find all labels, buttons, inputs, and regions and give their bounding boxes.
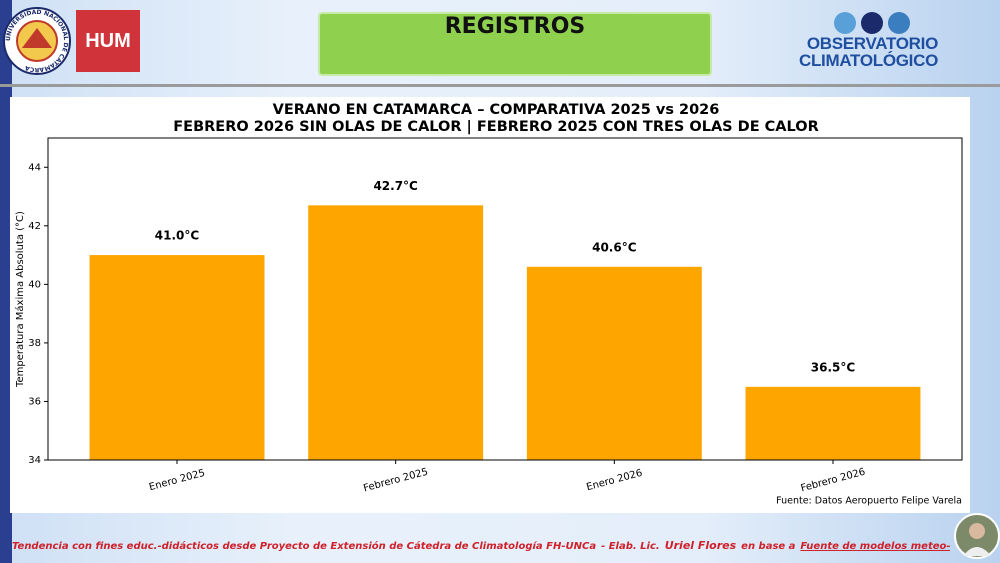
footer-text: en base a: [741, 541, 796, 552]
divider: [0, 84, 1000, 87]
bar: [89, 255, 265, 460]
y-tick-label: 36: [28, 396, 41, 407]
y-tick-label: 38: [28, 338, 41, 349]
bar: [745, 386, 921, 460]
badge: HUM: [76, 10, 140, 72]
plot-frame: [47, 137, 963, 461]
y-axis-label: Temperatura Máxima Absoluta (°C): [14, 211, 26, 388]
page-title: REGISTROS: [318, 12, 712, 76]
value-label: 40.6°C: [592, 240, 637, 254]
value-label: 36.5°C: [811, 360, 856, 374]
observatory-name: CLIMATOLÓGICO: [798, 51, 938, 70]
chart-title: FEBRERO 2026 SIN OLAS DE CALOR | FEBRERO…: [173, 119, 818, 135]
observatory-icons: [834, 12, 910, 34]
source: Fuente: Datos Aeropuerto Felipe Varela: [776, 496, 962, 507]
y-tick-label: 40: [28, 279, 41, 290]
footer: Tendencia con fines educ.-didácticos des…: [12, 539, 950, 552]
footer-text: Fuente de modelos meteo-climáticos de: [800, 541, 950, 552]
y-tick-label: 42: [28, 221, 41, 232]
side-stripe: [0, 0, 12, 563]
university-logo: UNIVERSIDAD NACIONAL DE CATAMARCA: [3, 7, 71, 75]
footer-text: Tendencia con fines educ.-didácticos des…: [12, 541, 597, 552]
chart: VERANO EN CATAMARCA – COMPARATIVA 2025 v…: [10, 97, 970, 513]
observatory-name: OBSERVATORIO: [806, 34, 938, 53]
footer-text: Uriel Flores: [664, 539, 737, 552]
y-tick-label: 44: [28, 162, 41, 173]
chart-title: VERANO EN CATAMARCA – COMPARATIVA 2025 v…: [273, 102, 720, 118]
value-label: 42.7°C: [373, 179, 418, 193]
bar: [308, 205, 484, 460]
value-label: 41.0°C: [155, 229, 200, 243]
y-tick-label: 34: [28, 455, 41, 466]
bar: [526, 266, 702, 460]
footer-text: - Elab. Lic.: [601, 541, 660, 552]
author-photo: [954, 513, 1000, 559]
